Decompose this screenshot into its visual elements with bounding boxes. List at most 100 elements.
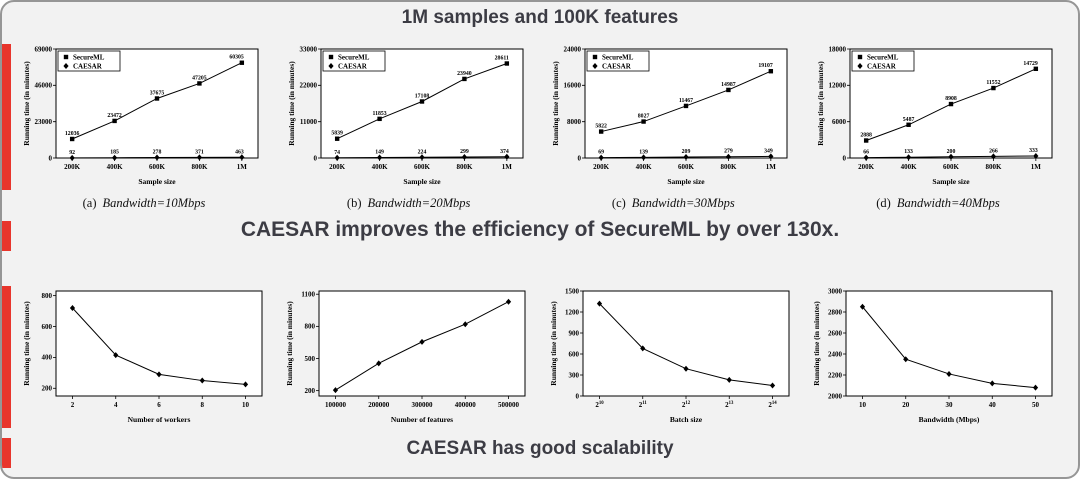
svg-text:200K: 200K: [858, 163, 875, 171]
svg-text:Sample size: Sample size: [403, 177, 441, 186]
svg-text:2800: 2800: [828, 308, 843, 316]
svg-text:185: 185: [110, 150, 119, 156]
svg-text:11000: 11000: [300, 118, 318, 126]
figure-title: 1M samples and 100K features: [401, 7, 679, 28]
svg-text:600K: 600K: [943, 163, 960, 171]
svg-text:20: 20: [902, 401, 910, 409]
scalability-caption: CAESAR has good scalability: [406, 438, 674, 459]
svg-text:0: 0: [578, 154, 582, 162]
svg-text:Running time (in minutes): Running time (in minutes): [812, 301, 821, 386]
svg-text:19107: 19107: [759, 63, 774, 69]
svg-text:200: 200: [305, 387, 316, 395]
svg-text:200: 200: [947, 149, 956, 155]
chart-bandwidth-40mbps: 0 6000 12000 18000 200K 400K 600K 800K 1M Sample …: [814, 42, 1062, 193]
efficiency-caption: CAESAR improves the efficiency of Secure…: [240, 218, 840, 241]
svg-text:133: 133: [904, 149, 913, 155]
svg-text:SecureML: SecureML: [602, 54, 634, 62]
chart-caption-label: (d): [876, 196, 891, 210]
chart-caption-label: (a): [82, 196, 97, 210]
svg-text:800: 800: [305, 323, 316, 331]
svg-text:211: 211: [638, 401, 647, 409]
accent-bar: [2, 221, 11, 251]
chart-features: 200 500 800 1100 100000 200000 300000 400000 500…: [283, 284, 535, 431]
chart-panel-a: 0 23000 46000 69000 200K 400K 600K 800K 1M Sample…: [20, 42, 268, 211]
svg-text:5822: 5822: [596, 124, 608, 130]
svg-text:11467: 11467: [679, 98, 693, 104]
svg-text:2400: 2400: [828, 350, 843, 358]
svg-text:69000: 69000: [35, 45, 53, 53]
svg-text:23000: 23000: [35, 118, 53, 126]
svg-text:8908: 8908: [945, 96, 957, 102]
svg-text:800K: 800K: [985, 163, 1002, 171]
svg-text:Sample size: Sample size: [932, 177, 970, 186]
svg-text:333: 333: [1029, 148, 1038, 154]
svg-text:CAESAR: CAESAR: [338, 63, 368, 71]
svg-text:6000: 6000: [832, 118, 847, 126]
svg-text:30: 30: [945, 401, 953, 409]
svg-text:1500: 1500: [565, 287, 580, 295]
chart-workers: 200 400 600 800 2 4 6 8 10 Number of workers Runni…: [20, 284, 272, 431]
svg-text:400000: 400000: [455, 401, 477, 409]
svg-text:900: 900: [568, 329, 579, 337]
svg-text:400K: 400K: [901, 163, 918, 171]
svg-text:800K: 800K: [191, 163, 208, 171]
svg-text:200K: 200K: [593, 163, 610, 171]
svg-text:300: 300: [568, 371, 579, 379]
svg-text:8027: 8027: [638, 114, 650, 120]
svg-text:463: 463: [235, 149, 244, 155]
svg-text:500: 500: [305, 355, 316, 363]
svg-text:371: 371: [195, 149, 204, 155]
chart-caption-d: (d) Bandwidth=40Mbps: [876, 196, 999, 211]
chart-caption-label: (b): [346, 196, 362, 210]
svg-text:50: 50: [1032, 401, 1040, 409]
svg-text:374: 374: [500, 149, 509, 155]
svg-text:349: 349: [764, 148, 773, 154]
svg-text:1M: 1M: [766, 163, 777, 171]
chart-batch-size: 0 300 600 900 1200 1500 210 211 212 213 214 Batch s…: [547, 284, 799, 431]
svg-text:CAESAR: CAESAR: [73, 63, 103, 71]
svg-text:800K: 800K: [721, 163, 738, 171]
svg-text:4: 4: [114, 401, 118, 409]
svg-text:210: 210: [595, 401, 604, 409]
svg-text:CAESAR: CAESAR: [867, 63, 897, 71]
chart-caption-a: (a) Bandwidth=10Mbps: [83, 196, 206, 211]
chart-caption-text: Bandwidth=10Mbps: [102, 196, 206, 210]
svg-text:200K: 200K: [329, 163, 346, 171]
svg-text:0: 0: [49, 154, 53, 162]
svg-text:600K: 600K: [678, 163, 695, 171]
svg-text:8: 8: [201, 401, 205, 409]
svg-text:600: 600: [42, 323, 53, 331]
svg-text:400K: 400K: [371, 163, 388, 171]
svg-text:600: 600: [568, 350, 579, 358]
svg-text:18000: 18000: [828, 45, 846, 53]
svg-text:Running time (in minutes): Running time (in minutes): [816, 61, 825, 146]
svg-text:33000: 33000: [299, 45, 317, 53]
svg-text:Sample size: Sample size: [668, 177, 706, 186]
svg-text:400K: 400K: [107, 163, 124, 171]
svg-text:1M: 1M: [237, 163, 248, 171]
svg-text:SecureML: SecureML: [867, 54, 899, 62]
chart-panel-b: 0 11000 22000 33000 200K 400K 600K 800K 1M Sample…: [285, 42, 533, 211]
svg-text:10: 10: [859, 401, 867, 409]
svg-text:209: 209: [682, 149, 691, 155]
svg-text:60305: 60305: [229, 55, 244, 61]
svg-text:5839: 5839: [331, 131, 343, 137]
svg-text:299: 299: [460, 149, 469, 155]
svg-text:47205: 47205: [192, 75, 207, 81]
svg-text:5487: 5487: [903, 117, 915, 123]
svg-text:1M: 1M: [1031, 163, 1042, 171]
svg-text:Running time (in minutes): Running time (in minutes): [22, 301, 31, 386]
svg-text:Running time (in minutes): Running time (in minutes): [551, 61, 560, 146]
svg-text:Running time (in minutes): Running time (in minutes): [285, 301, 294, 386]
svg-text:10: 10: [242, 401, 250, 409]
svg-text:14729: 14729: [1023, 61, 1038, 67]
svg-text:2200: 2200: [828, 371, 843, 379]
svg-text:224: 224: [417, 149, 426, 155]
svg-text:0: 0: [575, 392, 579, 400]
svg-text:200000: 200000: [369, 401, 391, 409]
scalability-charts-row: 200 400 600 800 2 4 6 8 10 Number of workers Runni…: [20, 284, 1062, 431]
chart-bandwidth-30mbps: 0 8000 16000 24000 200K 400K 600K 800K 1M Sample …: [549, 42, 797, 193]
svg-text:800K: 800K: [456, 163, 473, 171]
svg-text:Running time (in minutes): Running time (in minutes): [549, 301, 558, 386]
chart-bandwidth-20mbps: 0 11000 22000 33000 200K 400K 600K 800K 1M Sample…: [285, 42, 533, 193]
